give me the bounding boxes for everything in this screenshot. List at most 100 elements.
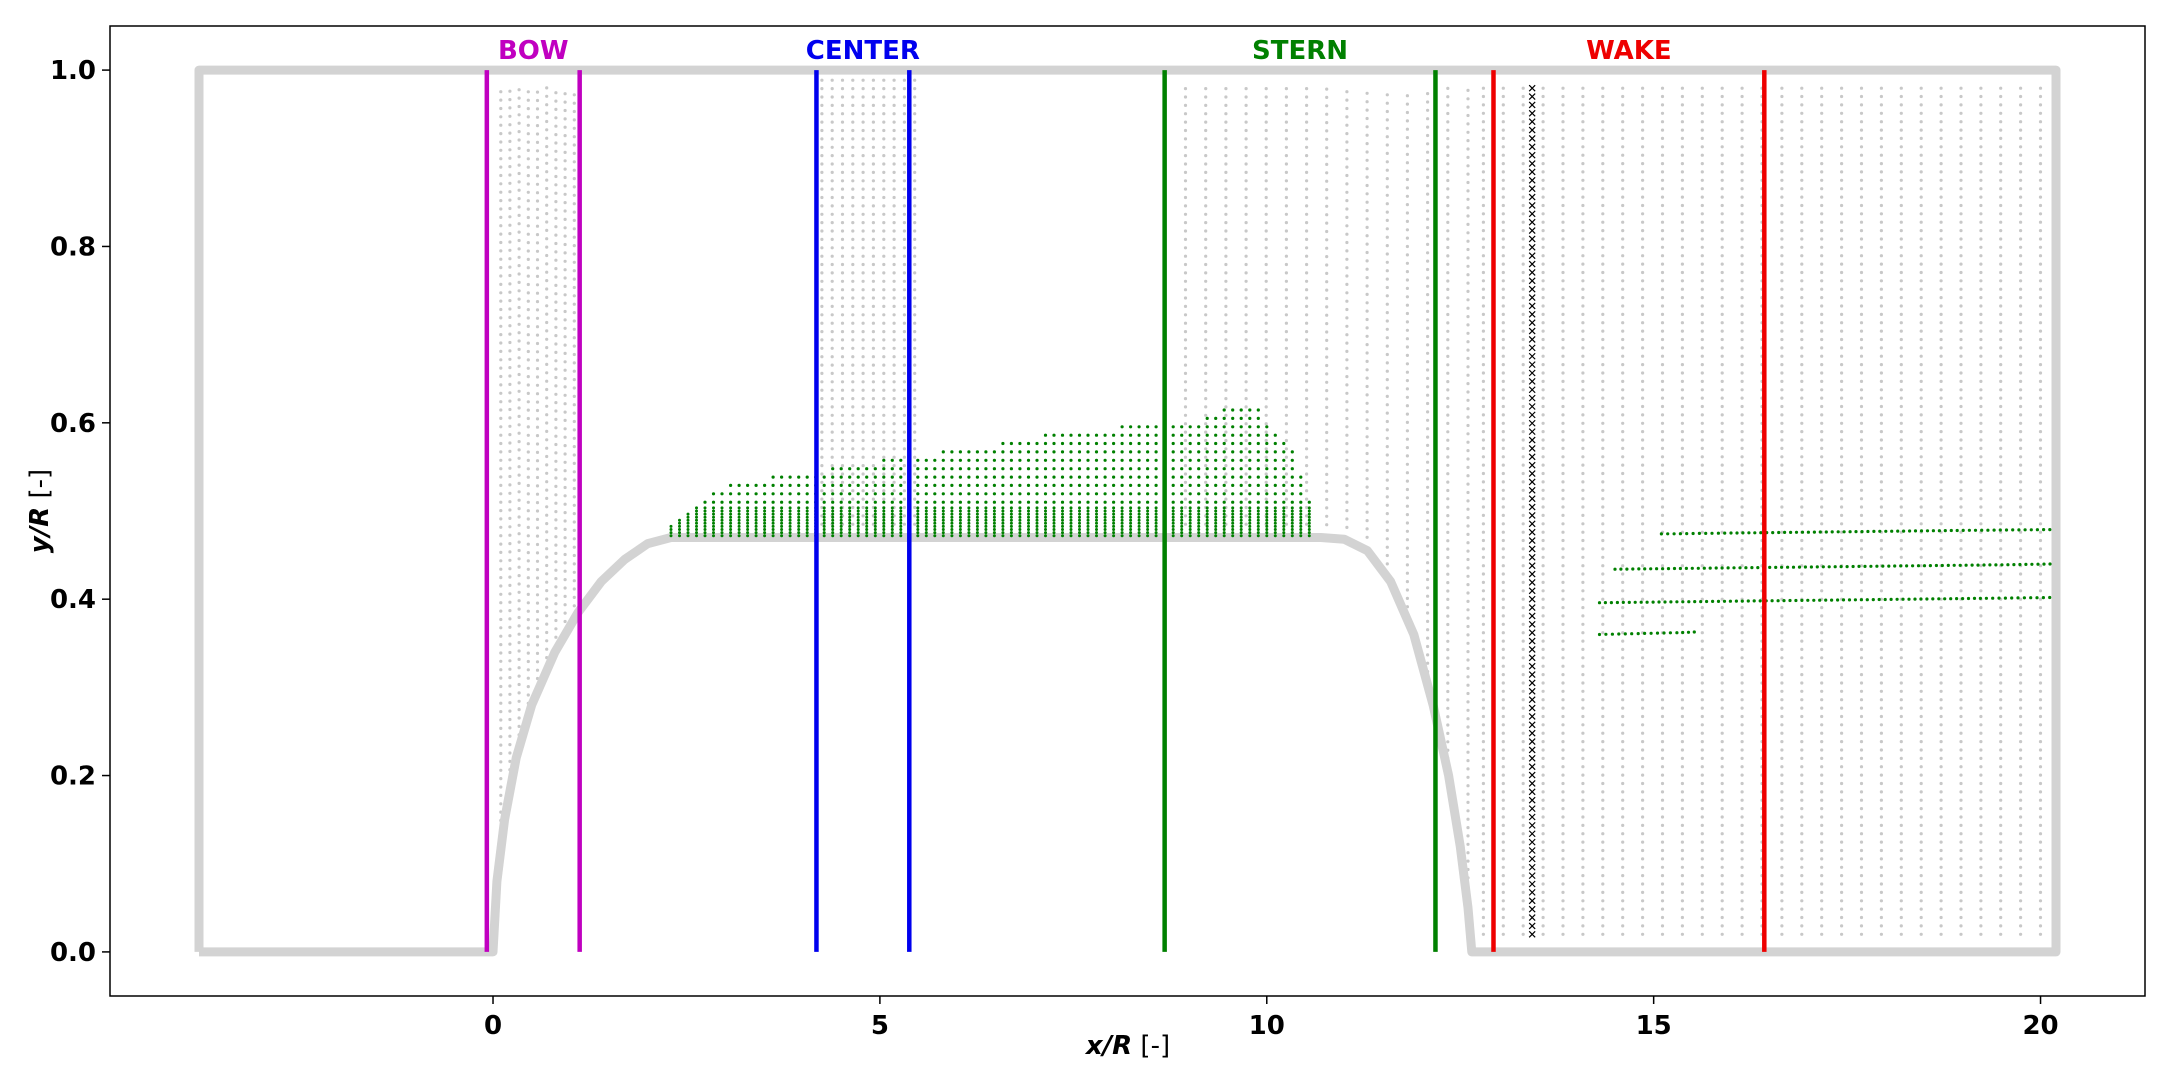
background-point	[554, 468, 558, 472]
background-point	[1780, 606, 1784, 610]
background-point	[840, 338, 845, 342]
background-point	[861, 246, 865, 250]
background-point	[1720, 170, 1724, 174]
background-point	[1879, 689, 1883, 693]
background-point	[1561, 840, 1565, 844]
background-point	[554, 149, 558, 153]
background-point	[1879, 865, 1883, 869]
background-point	[1521, 162, 1525, 166]
background-point	[1581, 865, 1585, 869]
background-point	[1859, 538, 1864, 543]
background-point	[1581, 907, 1585, 911]
background-point	[871, 229, 876, 233]
background-point	[1521, 287, 1525, 291]
background-point	[1601, 530, 1605, 534]
background-point	[1780, 907, 1784, 911]
background-point	[871, 204, 876, 208]
background-point	[1365, 527, 1369, 531]
background-point	[1720, 597, 1724, 601]
background-point	[508, 717, 512, 722]
background-point	[1541, 781, 1545, 786]
background-point	[1601, 823, 1605, 828]
background-point	[1446, 681, 1450, 685]
background-point	[1345, 257, 1349, 261]
background-point	[1365, 167, 1369, 171]
background-point	[1820, 337, 1824, 342]
background-point	[1919, 203, 1923, 208]
background-point	[1641, 698, 1645, 702]
background-point	[1840, 396, 1844, 400]
background-point	[1859, 262, 1864, 266]
background-point	[1183, 497, 1188, 501]
background-point	[517, 481, 521, 485]
background-point	[499, 90, 503, 94]
background-point	[2038, 631, 2043, 635]
background-point	[526, 651, 530, 655]
background-point	[1183, 438, 1188, 443]
background-point	[1641, 237, 1645, 241]
background-point	[1680, 589, 1684, 593]
background-point	[1581, 513, 1585, 518]
background-point	[1621, 94, 1625, 99]
background-point	[508, 617, 512, 621]
background-point	[1264, 262, 1268, 267]
background-point	[1641, 756, 1645, 761]
background-point	[1385, 244, 1389, 248]
background-point	[1641, 790, 1645, 794]
background-point	[871, 380, 876, 384]
background-point	[572, 419, 576, 424]
background-point	[1660, 162, 1665, 166]
background-point	[1541, 488, 1545, 492]
background-point	[1264, 380, 1268, 384]
background-point	[1561, 723, 1565, 727]
background-point	[1800, 781, 1804, 786]
background-point	[563, 318, 567, 322]
background-point	[1641, 111, 1645, 115]
background-point	[1820, 270, 1824, 275]
background-point	[499, 743, 503, 747]
background-point	[1959, 664, 1963, 668]
background-point	[554, 484, 558, 488]
background-point	[1820, 840, 1824, 844]
background-point	[840, 246, 845, 250]
background-point	[820, 254, 824, 258]
background-point	[1899, 848, 1903, 853]
background-point	[1621, 413, 1625, 417]
background-point	[1466, 365, 1470, 369]
background-point	[1561, 471, 1565, 476]
background-point	[1405, 337, 1409, 341]
background-point	[1183, 128, 1188, 133]
background-point	[902, 154, 907, 158]
background-point	[1740, 681, 1744, 685]
background-point	[820, 497, 824, 501]
background-point	[526, 433, 530, 437]
background-point	[1521, 363, 1525, 367]
background-point	[1720, 212, 1724, 216]
background-point	[1840, 413, 1844, 417]
background-point	[1501, 882, 1505, 886]
background-point	[508, 106, 512, 110]
background-point	[1879, 245, 1883, 249]
background-point	[1641, 689, 1645, 693]
background-point	[1859, 890, 1864, 895]
background-point	[1641, 270, 1645, 275]
background-point	[517, 406, 521, 410]
background-point	[1800, 874, 1804, 878]
background-point	[1680, 781, 1684, 786]
background-point	[1999, 790, 2003, 794]
background-point	[1800, 807, 1804, 811]
background-point	[1325, 121, 1329, 125]
background-point	[1224, 321, 1228, 325]
background-point	[1224, 464, 1228, 468]
background-point	[572, 269, 576, 273]
background-point	[1660, 848, 1665, 853]
background-point	[1979, 279, 1983, 283]
background-point	[1405, 144, 1409, 148]
background-point	[1561, 622, 1565, 626]
background-point	[508, 307, 512, 311]
background-point	[882, 330, 886, 334]
background-point	[1800, 714, 1804, 719]
background-point	[1879, 103, 1883, 107]
background-point	[1899, 673, 1903, 677]
background-point	[830, 422, 834, 426]
